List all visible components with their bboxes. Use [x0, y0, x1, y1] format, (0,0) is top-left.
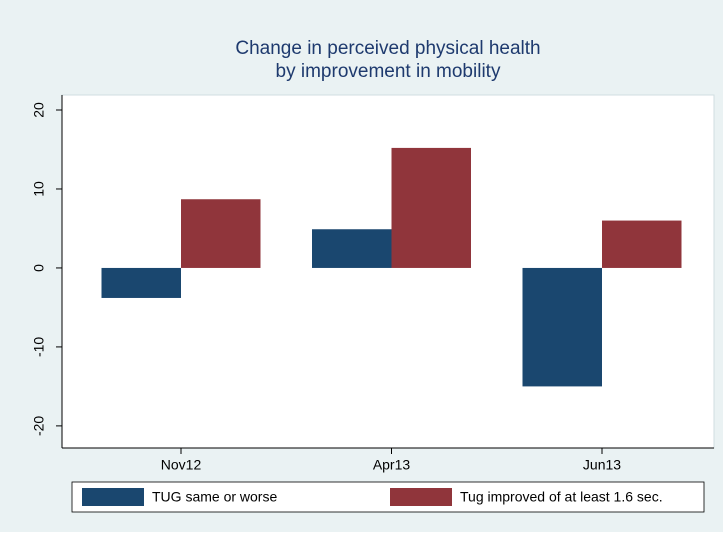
- bar: [312, 229, 392, 268]
- x-tick-label: Nov12: [161, 457, 202, 473]
- y-tick-label: 0: [31, 264, 47, 272]
- bar: [181, 199, 261, 268]
- chart-title: Change in perceived physical health: [235, 38, 540, 59]
- y-tick-label: 10: [31, 181, 47, 197]
- legend-label: Tug improved of at least 1.6 sec.: [460, 489, 663, 505]
- bar: [391, 147, 471, 268]
- y-tick-label: -20: [31, 416, 47, 436]
- legend-label: TUG same or worse: [152, 489, 277, 505]
- y-tick-label: 20: [31, 102, 47, 118]
- legend-swatch: [82, 488, 144, 506]
- legend-swatch: [390, 488, 452, 506]
- chart-title: by improvement in mobility: [276, 61, 501, 82]
- legend: [71, 481, 705, 513]
- bar: [602, 220, 682, 268]
- x-tick-label: Jun13: [583, 457, 621, 473]
- bar: [522, 267, 602, 387]
- y-tick-label: -10: [31, 337, 47, 357]
- bar: [101, 267, 181, 298]
- x-tick-label: Apr13: [373, 457, 411, 473]
